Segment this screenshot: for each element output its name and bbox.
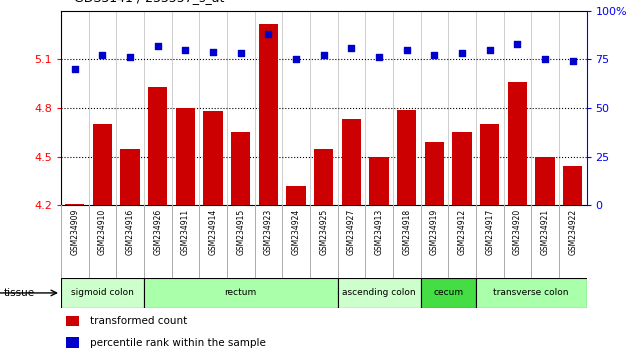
Bar bbox=[508, 82, 527, 205]
Bar bbox=[203, 111, 222, 205]
Bar bbox=[420, 278, 476, 308]
Point bbox=[485, 47, 495, 52]
Point bbox=[457, 51, 467, 56]
Bar bbox=[121, 149, 140, 205]
Bar bbox=[231, 132, 251, 205]
Point bbox=[512, 41, 522, 46]
Bar bbox=[314, 149, 333, 205]
Bar bbox=[535, 157, 554, 205]
Text: GDS3141 / 233557_s_at: GDS3141 / 233557_s_at bbox=[74, 0, 224, 4]
Bar bbox=[176, 108, 195, 205]
Bar bbox=[65, 204, 85, 205]
Bar bbox=[397, 110, 417, 205]
Point bbox=[208, 48, 218, 54]
Text: GSM234927: GSM234927 bbox=[347, 209, 356, 255]
Bar bbox=[61, 278, 144, 308]
Bar bbox=[369, 157, 388, 205]
Text: GSM234919: GSM234919 bbox=[430, 209, 439, 255]
Text: GSM234923: GSM234923 bbox=[264, 209, 273, 255]
Bar bbox=[425, 142, 444, 205]
Text: transformed count: transformed count bbox=[90, 316, 187, 326]
Text: GSM234914: GSM234914 bbox=[208, 209, 217, 255]
Bar bbox=[148, 87, 167, 205]
Text: GSM234918: GSM234918 bbox=[402, 209, 411, 255]
Text: rectum: rectum bbox=[224, 289, 257, 297]
Bar bbox=[144, 278, 338, 308]
Bar bbox=[259, 24, 278, 205]
Point bbox=[125, 55, 135, 60]
Text: GSM234921: GSM234921 bbox=[540, 209, 549, 255]
Text: sigmoid colon: sigmoid colon bbox=[71, 289, 134, 297]
Point bbox=[291, 57, 301, 62]
Point bbox=[429, 53, 440, 58]
Text: GSM234925: GSM234925 bbox=[319, 209, 328, 255]
Text: GSM234913: GSM234913 bbox=[374, 209, 383, 255]
Point bbox=[374, 55, 384, 60]
Bar bbox=[93, 124, 112, 205]
Bar bbox=[476, 278, 587, 308]
Bar bbox=[287, 186, 306, 205]
Text: GSM234911: GSM234911 bbox=[181, 209, 190, 255]
Text: tissue: tissue bbox=[3, 288, 35, 298]
Text: GSM234920: GSM234920 bbox=[513, 209, 522, 255]
Text: GSM234922: GSM234922 bbox=[568, 209, 577, 255]
Point bbox=[263, 31, 274, 37]
Bar bbox=[453, 132, 472, 205]
Text: GSM234910: GSM234910 bbox=[98, 209, 107, 255]
Text: percentile rank within the sample: percentile rank within the sample bbox=[90, 337, 265, 348]
Text: GSM234916: GSM234916 bbox=[126, 209, 135, 255]
Point bbox=[540, 57, 550, 62]
Point bbox=[236, 51, 246, 56]
Text: GSM234917: GSM234917 bbox=[485, 209, 494, 255]
Bar bbox=[342, 119, 361, 205]
Bar bbox=[563, 166, 583, 205]
Text: GSM234912: GSM234912 bbox=[458, 209, 467, 255]
Text: transverse colon: transverse colon bbox=[494, 289, 569, 297]
Point bbox=[70, 66, 80, 72]
Text: cecum: cecum bbox=[433, 289, 463, 297]
Point bbox=[567, 58, 578, 64]
Text: GSM234915: GSM234915 bbox=[237, 209, 246, 255]
Bar bbox=[480, 124, 499, 205]
Point bbox=[319, 53, 329, 58]
Point bbox=[153, 43, 163, 48]
Text: GSM234909: GSM234909 bbox=[71, 209, 79, 255]
Point bbox=[180, 47, 190, 52]
Text: GSM234924: GSM234924 bbox=[292, 209, 301, 255]
Bar bbox=[338, 278, 420, 308]
Text: ascending colon: ascending colon bbox=[342, 289, 416, 297]
Point bbox=[346, 45, 356, 50]
Point bbox=[401, 47, 412, 52]
Bar bbox=[66, 316, 79, 326]
Point bbox=[97, 53, 108, 58]
Text: GSM234926: GSM234926 bbox=[153, 209, 162, 255]
Bar bbox=[66, 337, 79, 348]
